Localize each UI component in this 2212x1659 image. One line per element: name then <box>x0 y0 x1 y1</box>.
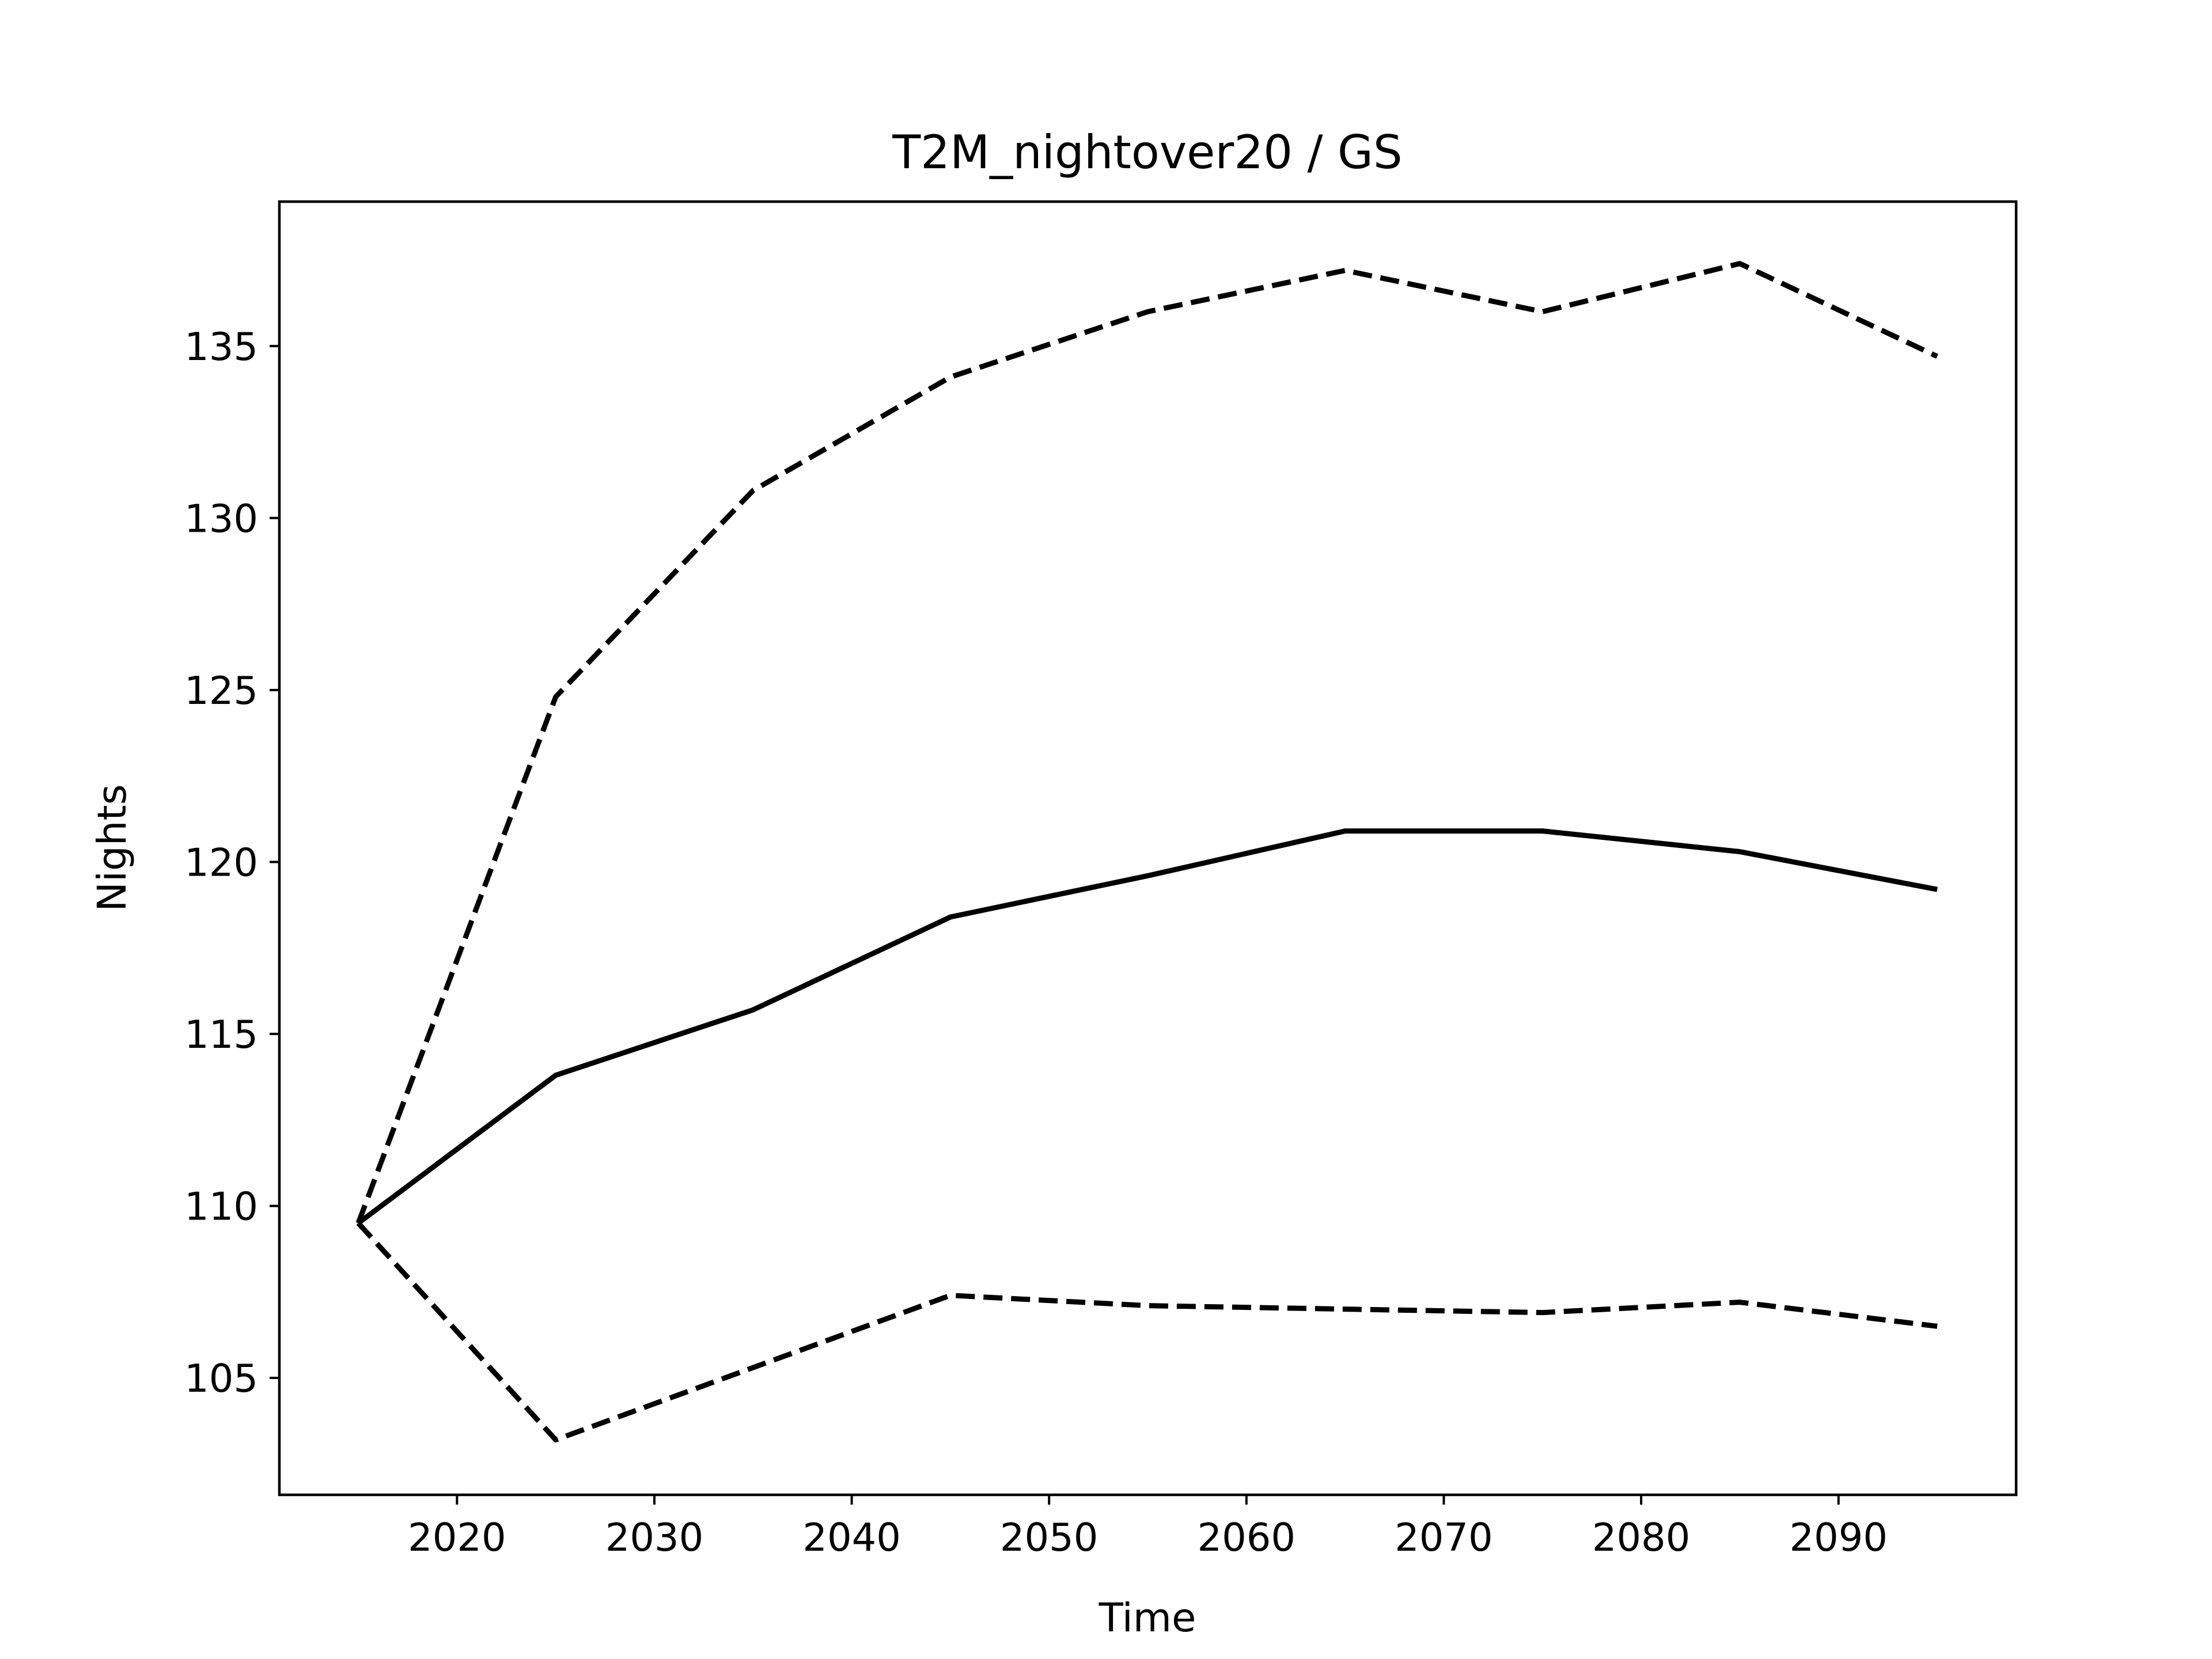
x-axis-ticks: 2020 2030 2040 2050 2060 2070 2080 2090 <box>408 1495 1888 1560</box>
series-line-3-dashed <box>356 1221 1938 1442</box>
y-axis-ticks: 105 110 115 120 125 130 135 <box>184 324 279 1401</box>
y-tick-label: 120 <box>184 840 258 885</box>
chart-title: T2M_nightover20 / GS <box>892 126 1402 179</box>
y-tick-label: 110 <box>184 1184 258 1229</box>
x-tick-label: 2080 <box>1592 1515 1691 1560</box>
y-tick-label: 130 <box>184 496 258 541</box>
x-axis-label: Time <box>1099 1595 1196 1641</box>
y-tick-label: 135 <box>184 324 258 369</box>
x-tick-label: 2070 <box>1395 1515 1493 1560</box>
x-tick-label: 2040 <box>802 1515 901 1560</box>
x-tick-label: 2050 <box>1000 1515 1099 1560</box>
plot-area <box>355 261 1938 1442</box>
x-tick-label: 2060 <box>1198 1515 1296 1560</box>
x-tick-label: 2020 <box>408 1515 506 1560</box>
axes-frame <box>278 200 2018 1497</box>
y-tick-label: 115 <box>184 1012 258 1057</box>
series-line-2-dashed <box>355 261 1938 1224</box>
series-line-1-solid <box>357 828 1938 1225</box>
y-tick-label: 125 <box>184 668 258 713</box>
y-axis-label: Nights <box>89 784 135 911</box>
x-tick-label: 2090 <box>1789 1515 1888 1560</box>
x-tick-label: 2030 <box>605 1515 704 1560</box>
y-tick-label: 105 <box>184 1356 258 1401</box>
